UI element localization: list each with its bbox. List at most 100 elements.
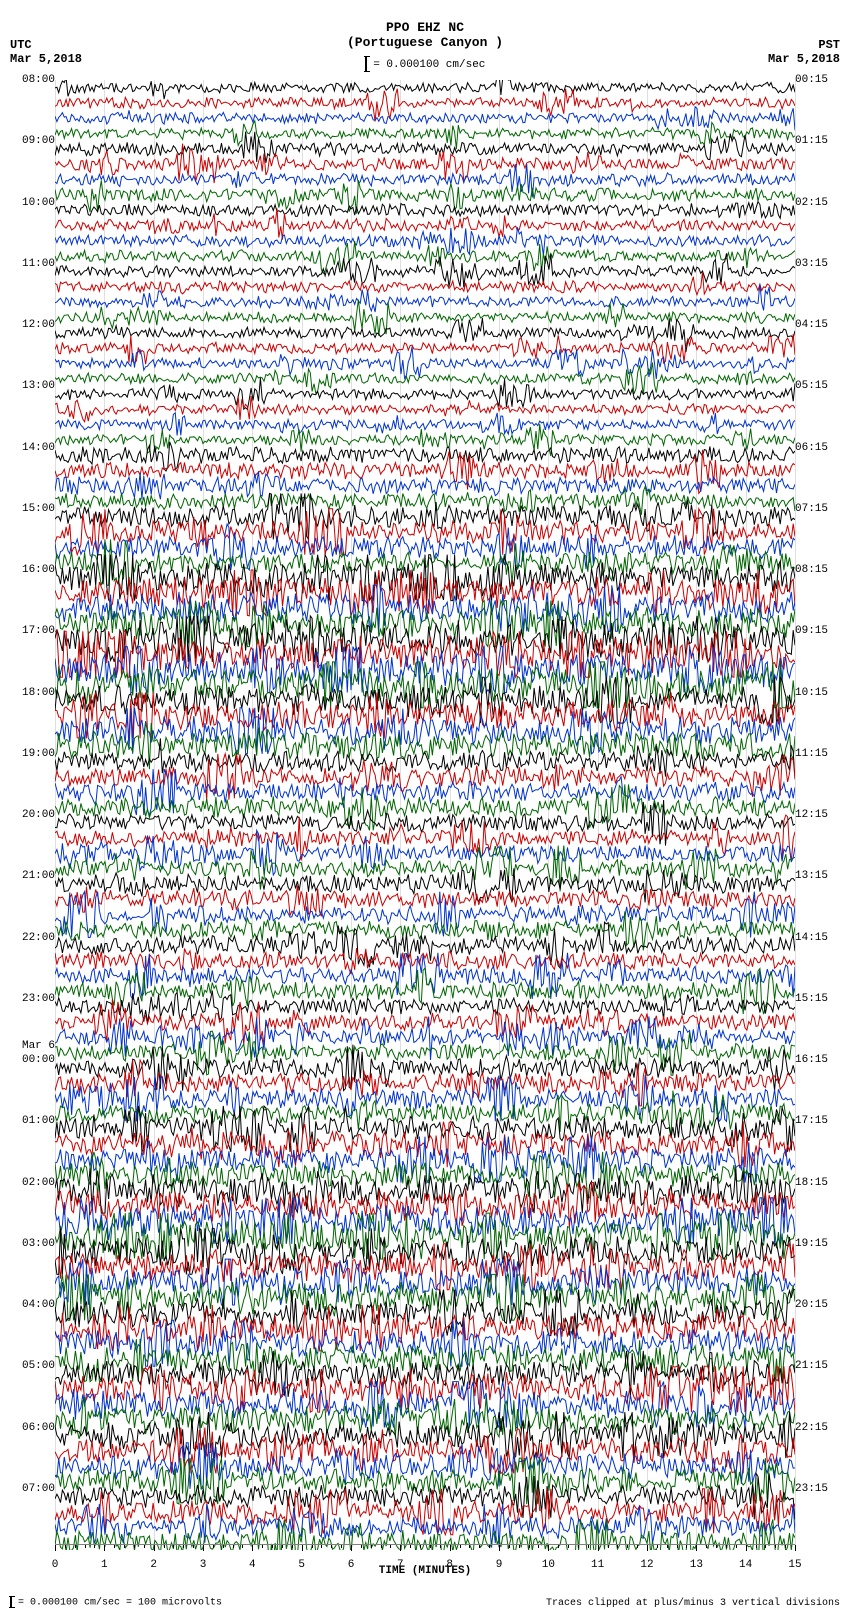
x-tick-label: 12 [640, 1559, 653, 1571]
time-label: 15:15 [795, 993, 845, 1005]
trace-line [55, 396, 795, 422]
time-label: 04:00 [5, 1299, 55, 1311]
trace-line [55, 885, 795, 916]
trace-line [55, 202, 795, 219]
time-label: 02:15 [795, 197, 845, 209]
trace-line [55, 892, 795, 938]
trace-line [55, 1167, 795, 1213]
trace-line [55, 1045, 795, 1091]
time-label: 15:00 [5, 503, 55, 515]
time-label: 19:00 [5, 748, 55, 760]
seismogram-traces [55, 80, 795, 1550]
time-label: 14:00 [5, 442, 55, 454]
time-label: 13:15 [795, 870, 845, 882]
time-label: 08:00 [5, 74, 55, 86]
time-label: 17:00 [5, 625, 55, 637]
x-tick-label: 15 [788, 1559, 801, 1571]
time-label: 11:15 [795, 748, 845, 760]
time-label: 10:15 [795, 687, 845, 699]
time-label: 00:00 [5, 1054, 55, 1066]
scale-bar-icon [10, 1596, 12, 1608]
time-label: 08:15 [795, 564, 845, 576]
time-label: 16:15 [795, 1054, 845, 1066]
date-left: Mar 5,2018 [10, 52, 82, 66]
tz-left: UTC [10, 38, 32, 52]
date-right: Mar 5,2018 [768, 52, 840, 66]
time-label: 09:15 [795, 625, 845, 637]
time-label: 21:15 [795, 1360, 845, 1372]
trace-line [55, 413, 795, 436]
x-labels: 0123456789101112131415 [55, 1551, 795, 1565]
x-tick-label: 10 [542, 1559, 555, 1571]
time-label: 07:00 [5, 1483, 55, 1495]
x-axis: 0123456789101112131415 TIME (MINUTES) [55, 1544, 795, 1573]
x-tick-label: 1 [101, 1559, 108, 1571]
trace-line [55, 253, 795, 287]
x-tick-label: 4 [249, 1559, 256, 1571]
plot-area: 08:0009:0010:0011:0012:0013:0014:0015:00… [55, 80, 795, 1550]
time-label: 22:00 [5, 932, 55, 944]
time-label: 14:15 [795, 932, 845, 944]
trace-line [55, 1320, 795, 1366]
time-label: 16:00 [5, 564, 55, 576]
trace-line [55, 347, 795, 380]
time-label: 01:00 [5, 1115, 55, 1127]
footer-left: = 0.000100 cm/sec = 100 microvolts [10, 1596, 222, 1609]
x-tick-label: 6 [348, 1559, 355, 1571]
x-tick-label: 3 [200, 1559, 207, 1571]
trace-line [55, 754, 795, 800]
time-label: 17:15 [795, 1115, 845, 1127]
time-label: 10:00 [5, 197, 55, 209]
trace-line [55, 1259, 795, 1305]
time-label: 23:15 [795, 1483, 845, 1495]
x-tick-label: 2 [150, 1559, 157, 1571]
x-tick-label: 5 [298, 1559, 305, 1571]
x-tick-label: 13 [690, 1559, 703, 1571]
scale-indicator: = 0.000100 cm/sec [0, 50, 850, 74]
time-label: 23:00 [5, 993, 55, 1005]
time-label: 03:00 [5, 1238, 55, 1250]
x-tick-label: 11 [591, 1559, 604, 1571]
scale-bar-icon [365, 56, 367, 72]
x-tick-label: 7 [397, 1559, 404, 1571]
x-title: TIME (MINUTES) [55, 1565, 795, 1577]
trace-line [55, 107, 795, 131]
time-label: 01:15 [795, 135, 845, 147]
trace-line [55, 378, 795, 410]
time-label: 07:15 [795, 503, 845, 515]
trace-line [55, 80, 795, 99]
time-label: 09:00 [5, 135, 55, 147]
trace-line [55, 144, 795, 184]
trace-line [55, 1152, 795, 1198]
trace-line [55, 509, 795, 555]
time-label: 06:00 [5, 1422, 55, 1434]
trace-line [55, 616, 795, 662]
time-label: 18:15 [795, 1177, 845, 1189]
time-label: 00:15 [795, 74, 845, 86]
time-label: 03:15 [795, 258, 845, 270]
time-label: 02:00 [5, 1177, 55, 1189]
x-tick-label: 8 [446, 1559, 453, 1571]
trace-line [55, 362, 795, 395]
trace-line [55, 318, 795, 352]
station-location: (Portuguese Canyon ) [0, 35, 850, 50]
time-label: 05:00 [5, 1360, 55, 1372]
time-label: 12:00 [5, 319, 55, 331]
time-label: 20:00 [5, 809, 55, 821]
station-code: PPO EHZ NC [0, 0, 850, 35]
day-label: Mar 6 [5, 1040, 55, 1052]
trace-line [55, 208, 795, 239]
trace-line [55, 487, 795, 515]
x-tick-label: 14 [739, 1559, 752, 1571]
x-tick-label: 0 [52, 1559, 59, 1571]
x-tick-label: 9 [496, 1559, 503, 1571]
trace-line [55, 723, 795, 769]
seismogram-page: PPO EHZ NC (Portuguese Canyon ) = 0.0001… [0, 0, 850, 1613]
trace-line [55, 784, 795, 830]
time-label: 18:00 [5, 687, 55, 699]
time-label: 21:00 [5, 870, 55, 882]
scale-text: = 0.000100 cm/sec [373, 59, 485, 71]
trace-line [55, 272, 795, 295]
time-label: 13:00 [5, 380, 55, 392]
time-label: 11:00 [5, 258, 55, 270]
